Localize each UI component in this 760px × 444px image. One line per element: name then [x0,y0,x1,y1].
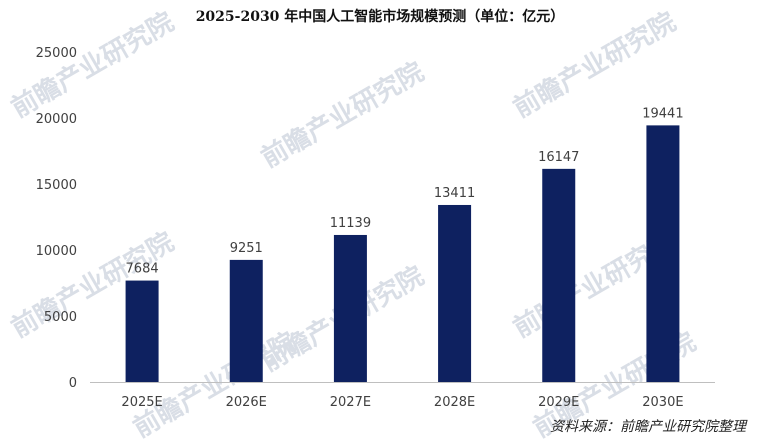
x-tick-label: 2026E [226,395,267,410]
x-tick-label: 2028E [434,395,475,410]
chart-title: 2025-2030 年中国人工智能市场规模预测（单位：亿元） [195,9,565,25]
data-label: 9251 [230,241,263,256]
x-tick-label: 2025E [121,395,162,410]
x-tick-label: 2029E [538,395,579,410]
bars [125,125,680,383]
data-label: 19441 [642,106,683,121]
y-tick-label: 5000 [44,310,77,325]
bar-2025e [125,280,159,382]
y-tick-label: 20000 [36,112,77,127]
watermark-text: 前瞻产业研究院 [6,6,179,124]
y-tick-label: 0 [69,376,77,391]
data-label: 13411 [434,186,475,201]
data-label: 7684 [126,262,159,277]
source-note: 资料来源：前瞻产业研究院整理 [550,419,746,435]
bar-2029e [542,168,576,382]
y-tick-label: 10000 [36,244,77,259]
y-axis: 0 5000 10000 15000 20000 25000 [36,46,77,391]
data-label: 16147 [538,150,579,165]
bar-2030e [646,125,680,383]
data-labels: 7684 9251 11139 13411 16147 19441 [126,106,684,276]
bar-2027e [333,234,367,382]
x-tick-label: 2027E [330,395,371,410]
x-axis: 2025E 2026E 2027E 2028E 2029E 2030E [90,382,715,410]
bar-2028e [438,204,472,382]
y-tick-label: 15000 [36,178,77,193]
y-tick-label: 25000 [36,46,77,61]
watermark-text: 前瞻产业研究院 [256,56,429,174]
data-label: 11139 [330,216,371,231]
x-tick-label: 2030E [642,395,683,410]
bar-2026e [229,259,263,382]
